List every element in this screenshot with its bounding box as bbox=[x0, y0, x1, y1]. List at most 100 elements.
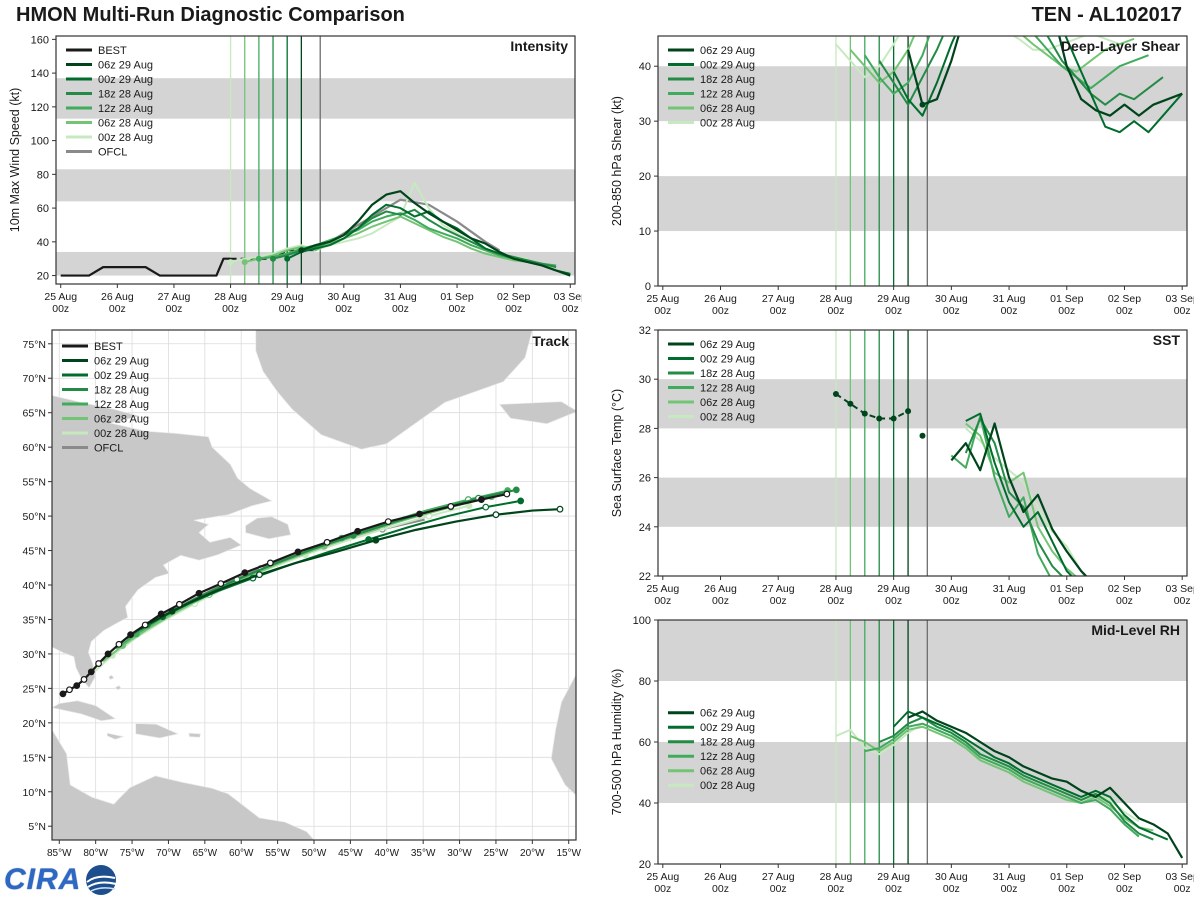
plot-frame bbox=[658, 330, 1187, 576]
svg-text:00z: 00z bbox=[712, 305, 729, 317]
svg-text:31 Aug: 31 Aug bbox=[384, 291, 417, 303]
svg-text:55°N: 55°N bbox=[23, 477, 46, 489]
svg-text:10°N: 10°N bbox=[23, 787, 46, 799]
svg-text:02 Sep: 02 Sep bbox=[1108, 583, 1141, 595]
svg-text:03 Sep: 03 Sep bbox=[554, 291, 582, 303]
series-marker bbox=[891, 416, 897, 422]
svg-text:01 Sep: 01 Sep bbox=[1050, 583, 1083, 595]
svg-text:28 Aug: 28 Aug bbox=[820, 583, 853, 595]
landmass bbox=[246, 517, 291, 539]
svg-text:80: 80 bbox=[37, 169, 49, 181]
svg-text:18z 28 Aug: 18z 28 Aug bbox=[94, 385, 149, 397]
svg-text:29 Aug: 29 Aug bbox=[271, 291, 304, 303]
svg-text:26 Aug: 26 Aug bbox=[704, 871, 737, 883]
svg-text:20°W: 20°W bbox=[520, 848, 545, 859]
svg-text:00z: 00z bbox=[109, 303, 126, 315]
svg-text:18z 28 Aug: 18z 28 Aug bbox=[700, 737, 755, 749]
svg-text:06z 29 Aug: 06z 29 Aug bbox=[98, 60, 153, 72]
svg-text:00z: 00z bbox=[1058, 595, 1075, 607]
svg-text:26 Aug: 26 Aug bbox=[704, 293, 737, 305]
svg-text:26: 26 bbox=[639, 473, 651, 485]
svg-text:00z: 00z bbox=[1058, 305, 1075, 317]
svg-text:28 Aug: 28 Aug bbox=[820, 293, 853, 305]
svg-text:00z: 00z bbox=[562, 303, 579, 315]
series-marker bbox=[242, 259, 248, 265]
header: HMON Multi-Run Diagnostic Comparison TEN… bbox=[0, 0, 1200, 30]
cira-logo-text: CIRA bbox=[4, 863, 81, 897]
series-marker bbox=[256, 256, 262, 262]
track-point bbox=[89, 669, 95, 675]
svg-text:31 Aug: 31 Aug bbox=[993, 583, 1026, 595]
track-point bbox=[158, 611, 164, 617]
landmass bbox=[109, 675, 114, 679]
landmass bbox=[52, 730, 314, 840]
svg-text:60°N: 60°N bbox=[23, 442, 46, 454]
svg-text:12z 28 Aug: 12z 28 Aug bbox=[700, 751, 755, 763]
svg-text:00z: 00z bbox=[827, 595, 844, 607]
svg-text:00z: 00z bbox=[1001, 595, 1018, 607]
svg-text:12z 28 Aug: 12z 28 Aug bbox=[700, 383, 755, 395]
track-point bbox=[196, 590, 202, 596]
svg-text:10: 10 bbox=[639, 226, 651, 238]
track-point bbox=[74, 683, 80, 689]
svg-text:27 Aug: 27 Aug bbox=[762, 293, 795, 305]
svg-text:29 Aug: 29 Aug bbox=[877, 293, 910, 305]
svg-text:12z 28 Aug: 12z 28 Aug bbox=[94, 399, 149, 411]
svg-text:29 Aug: 29 Aug bbox=[877, 583, 910, 595]
svg-text:30: 30 bbox=[639, 116, 651, 128]
svg-text:06z 28 Aug: 06z 28 Aug bbox=[700, 397, 755, 409]
series-marker bbox=[228, 259, 234, 265]
svg-text:140: 140 bbox=[31, 68, 49, 80]
svg-text:OFCL: OFCL bbox=[94, 443, 123, 455]
svg-text:700-500 hPa Humidity (%): 700-500 hPa Humidity (%) bbox=[610, 669, 624, 816]
svg-text:35°N: 35°N bbox=[23, 614, 46, 626]
svg-text:02 Sep: 02 Sep bbox=[1108, 293, 1141, 305]
svg-text:06z 28 Aug: 06z 28 Aug bbox=[700, 766, 755, 778]
svg-text:00z: 00z bbox=[335, 303, 352, 315]
svg-text:45°N: 45°N bbox=[23, 546, 46, 558]
svg-text:BEST: BEST bbox=[94, 341, 123, 353]
svg-text:00z: 00z bbox=[1174, 305, 1191, 317]
svg-text:10m Max Wind Speed (kt): 10m Max Wind Speed (kt) bbox=[8, 88, 22, 233]
svg-text:00z: 00z bbox=[1058, 883, 1075, 895]
svg-text:100: 100 bbox=[31, 136, 49, 148]
track-point bbox=[105, 651, 111, 657]
svg-text:Sea Surface Temp (°C): Sea Surface Temp (°C) bbox=[610, 389, 624, 517]
svg-text:00z 29 Aug: 00z 29 Aug bbox=[700, 354, 755, 366]
svg-text:00z 29 Aug: 00z 29 Aug bbox=[700, 722, 755, 734]
svg-text:65°N: 65°N bbox=[23, 408, 46, 420]
svg-text:00z: 00z bbox=[279, 303, 296, 315]
svg-text:01 Sep: 01 Sep bbox=[440, 291, 473, 303]
svg-text:28 Aug: 28 Aug bbox=[820, 871, 853, 883]
series-marker bbox=[920, 433, 926, 439]
svg-text:30 Aug: 30 Aug bbox=[935, 583, 968, 595]
landmass bbox=[52, 701, 115, 721]
svg-text:00z: 00z bbox=[885, 595, 902, 607]
svg-text:00z: 00z bbox=[222, 303, 239, 315]
svg-text:00z 28 Aug: 00z 28 Aug bbox=[700, 780, 755, 792]
svg-text:00z: 00z bbox=[1116, 595, 1133, 607]
track-chart: 5°N10°N15°N20°N25°N30°N35°N40°N45°N50°N5… bbox=[6, 324, 582, 870]
cira-globe-icon bbox=[83, 862, 119, 898]
svg-text:03 Sep: 03 Sep bbox=[1166, 293, 1194, 305]
track-point bbox=[128, 632, 134, 638]
svg-text:00z: 00z bbox=[712, 883, 729, 895]
svg-text:00z 28 Aug: 00z 28 Aug bbox=[700, 412, 755, 424]
track-point bbox=[242, 570, 248, 576]
svg-text:02 Sep: 02 Sep bbox=[497, 291, 530, 303]
svg-text:18z 28 Aug: 18z 28 Aug bbox=[700, 368, 755, 380]
svg-text:120: 120 bbox=[31, 102, 49, 114]
svg-text:SST: SST bbox=[1153, 332, 1181, 348]
svg-text:00z: 00z bbox=[392, 303, 409, 315]
svg-text:00z: 00z bbox=[1116, 305, 1133, 317]
track-06z-29-aug bbox=[150, 509, 560, 623]
svg-text:85°W: 85°W bbox=[47, 848, 72, 859]
track-point bbox=[355, 528, 361, 534]
svg-text:00z: 00z bbox=[1116, 883, 1133, 895]
svg-text:60°W: 60°W bbox=[229, 848, 254, 859]
svg-text:00z: 00z bbox=[654, 305, 671, 317]
